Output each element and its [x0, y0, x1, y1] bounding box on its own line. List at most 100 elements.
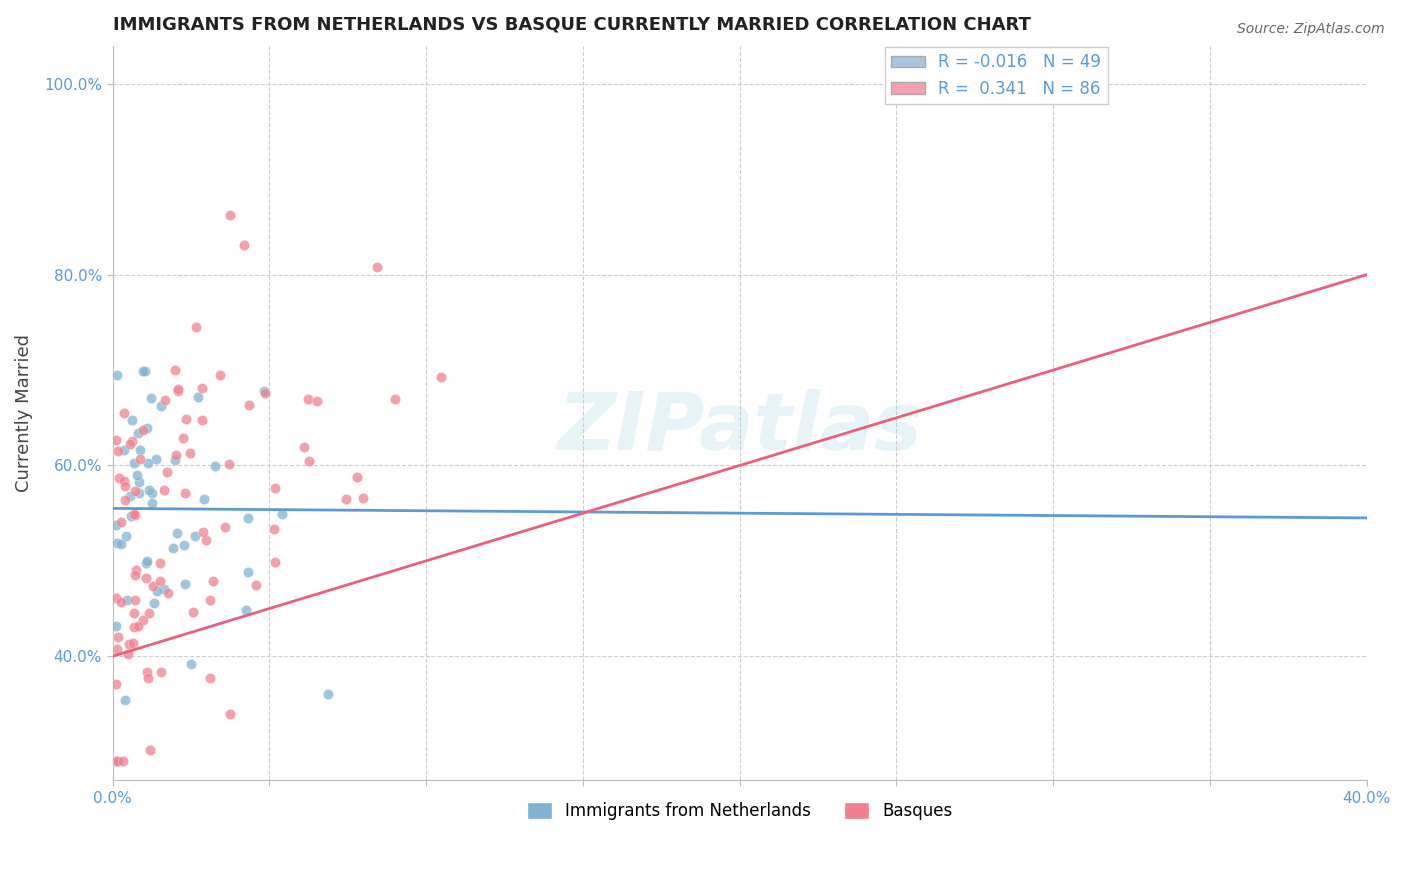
- Point: [270, 508, 292, 522]
- Text: ZIPatlas: ZIPatlas: [557, 389, 922, 467]
- Point: [117, 593, 139, 607]
- Point: [186, 319, 208, 334]
- Point: [174, 486, 197, 500]
- Point: [122, 507, 145, 521]
- Point: [173, 538, 195, 552]
- Point: [104, 676, 127, 690]
- Point: [124, 508, 146, 523]
- Point: [153, 582, 176, 596]
- Point: [105, 642, 128, 657]
- Point: [127, 619, 149, 633]
- Point: [136, 421, 159, 435]
- Point: [157, 586, 180, 600]
- Point: [135, 554, 157, 568]
- Point: [120, 437, 142, 451]
- Point: [149, 574, 172, 588]
- Point: [104, 591, 127, 605]
- Point: [121, 636, 143, 650]
- Point: [193, 525, 215, 540]
- Point: [184, 529, 207, 543]
- Point: [107, 471, 129, 485]
- Point: [129, 452, 152, 467]
- Point: [166, 383, 188, 397]
- Point: [149, 665, 172, 679]
- Point: [142, 579, 165, 593]
- Point: [165, 449, 187, 463]
- Point: [305, 393, 328, 408]
- Point: [335, 491, 357, 506]
- Point: [128, 486, 150, 500]
- Point: [136, 665, 159, 680]
- Point: [136, 671, 159, 685]
- Point: [104, 518, 127, 533]
- Point: [110, 515, 132, 529]
- Point: [141, 496, 163, 510]
- Point: [166, 526, 188, 541]
- Point: [238, 510, 260, 524]
- Point: [316, 687, 339, 701]
- Point: [104, 754, 127, 768]
- Point: [115, 529, 138, 543]
- Point: [163, 453, 186, 467]
- Point: [122, 456, 145, 470]
- Point: [124, 593, 146, 607]
- Point: [191, 380, 214, 394]
- Point: [141, 485, 163, 500]
- Point: [112, 406, 135, 420]
- Point: [104, 434, 127, 448]
- Point: [121, 434, 143, 449]
- Point: [146, 583, 169, 598]
- Point: [162, 541, 184, 555]
- Point: [253, 386, 276, 401]
- Point: [120, 508, 142, 523]
- Point: [149, 556, 172, 570]
- Point: [114, 693, 136, 707]
- Point: [145, 452, 167, 467]
- Point: [156, 466, 179, 480]
- Point: [198, 672, 221, 686]
- Point: [114, 479, 136, 493]
- Point: [107, 630, 129, 644]
- Point: [174, 412, 197, 426]
- Point: [104, 754, 127, 768]
- Text: Source: ZipAtlas.com: Source: ZipAtlas.com: [1237, 22, 1385, 37]
- Point: [124, 567, 146, 582]
- Point: [298, 454, 321, 468]
- Point: [134, 364, 156, 378]
- Point: [128, 443, 150, 458]
- Point: [191, 412, 214, 426]
- Point: [193, 492, 215, 507]
- Point: [131, 364, 153, 378]
- Point: [131, 423, 153, 437]
- Point: [139, 392, 162, 406]
- Point: [149, 399, 172, 413]
- Point: [346, 470, 368, 484]
- Point: [194, 533, 217, 547]
- Point: [219, 707, 242, 722]
- Point: [297, 392, 319, 406]
- Point: [236, 565, 259, 579]
- Point: [136, 456, 159, 470]
- Point: [122, 606, 145, 620]
- Point: [105, 619, 128, 633]
- Point: [120, 489, 142, 503]
- Point: [143, 596, 166, 610]
- Point: [112, 754, 135, 768]
- Point: [112, 443, 135, 458]
- Y-axis label: Currently Married: Currently Married: [15, 334, 32, 492]
- Point: [124, 483, 146, 498]
- Point: [181, 605, 204, 619]
- Point: [218, 208, 240, 222]
- Point: [235, 602, 257, 616]
- Point: [155, 393, 177, 408]
- Point: [139, 743, 162, 757]
- Point: [187, 390, 209, 404]
- Point: [167, 384, 190, 398]
- Point: [125, 563, 148, 577]
- Point: [132, 613, 155, 627]
- Point: [180, 657, 202, 672]
- Point: [107, 754, 129, 768]
- Point: [122, 620, 145, 634]
- Point: [174, 576, 197, 591]
- Point: [118, 636, 141, 650]
